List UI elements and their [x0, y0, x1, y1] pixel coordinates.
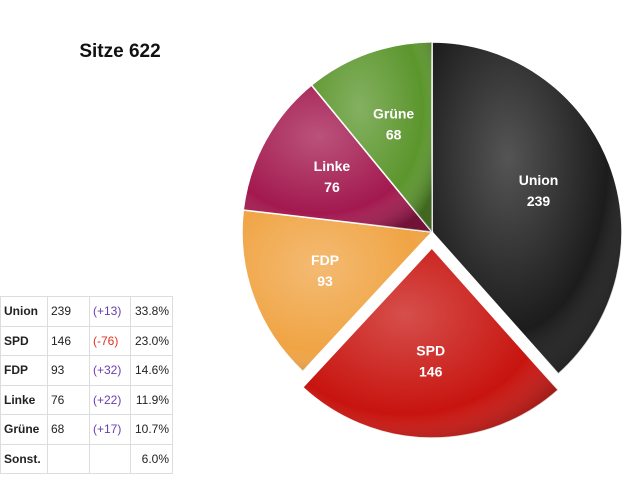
- table-cell: 93: [47, 355, 90, 386]
- slice-shade: [243, 85, 432, 233]
- table-row: Grüne 68 (+17) 10.7%: [0, 414, 173, 445]
- table-row: Union 239 (+13) 33.8%: [0, 296, 173, 327]
- seat-table: Union 239 (+13) 33.8% SPD 146 (-76) 23.0% FDP 93(…: [0, 296, 173, 474]
- table-row: Sonst. 6.0%: [0, 443, 173, 474]
- table-cell: Linke: [0, 384, 48, 415]
- slice-value: 93: [317, 273, 333, 289]
- slice-label: Linke: [314, 158, 351, 174]
- table-cell: 76: [47, 384, 90, 415]
- table-cell: (+13): [89, 296, 131, 327]
- slice-label: Grüne: [373, 105, 414, 121]
- table-cell: 239: [47, 296, 90, 327]
- table-cell: 11.9%: [130, 384, 173, 415]
- chart-title: Sitze 622: [79, 41, 160, 62]
- slice-shade: [311, 42, 432, 232]
- table-cell: 6.0%: [130, 443, 173, 474]
- slice-value: 76: [324, 179, 340, 195]
- slice-shade: [432, 42, 622, 374]
- table-cell: 23.0%: [130, 325, 173, 356]
- table-cell: Sonst.: [0, 443, 48, 474]
- slice-label: Union: [519, 172, 559, 188]
- table-cell: Union: [0, 296, 48, 327]
- table-row: SPD 146 (-76) 23.0%: [0, 325, 173, 356]
- slice-label: SPD: [416, 343, 445, 359]
- table-cell: FDP: [0, 355, 48, 386]
- pie: Union 239 SPD 146 FDP 93 Linke 76 Grüne 68: [241, 41, 623, 439]
- table-cell: [89, 443, 131, 474]
- table-cell: (-76): [89, 325, 131, 356]
- table-cell: [47, 443, 90, 474]
- table-row: FDP 93 (+32) 14.6%: [0, 355, 173, 386]
- table-row: Linke 76 (+22) 11.9%: [0, 384, 173, 415]
- table-cell: 10.7%: [130, 414, 173, 445]
- slice-label: FDP: [311, 252, 339, 268]
- table-cell: (+22): [89, 384, 131, 415]
- slice-shade: [242, 209, 432, 372]
- table-cell: 14.6%: [130, 355, 173, 386]
- slice-value: 239: [527, 193, 551, 209]
- table-cell: 146: [47, 325, 90, 356]
- table-cell: 68: [47, 414, 90, 445]
- table-cell: 33.8%: [130, 296, 173, 327]
- table-cell: SPD: [0, 325, 48, 356]
- table-cell: (+17): [89, 414, 131, 445]
- slice-value: 68: [386, 126, 402, 142]
- slice-value: 146: [419, 364, 443, 380]
- table-cell: (+32): [89, 355, 131, 386]
- table-cell: Grüne: [0, 414, 48, 445]
- slice-shade: [302, 247, 559, 438]
